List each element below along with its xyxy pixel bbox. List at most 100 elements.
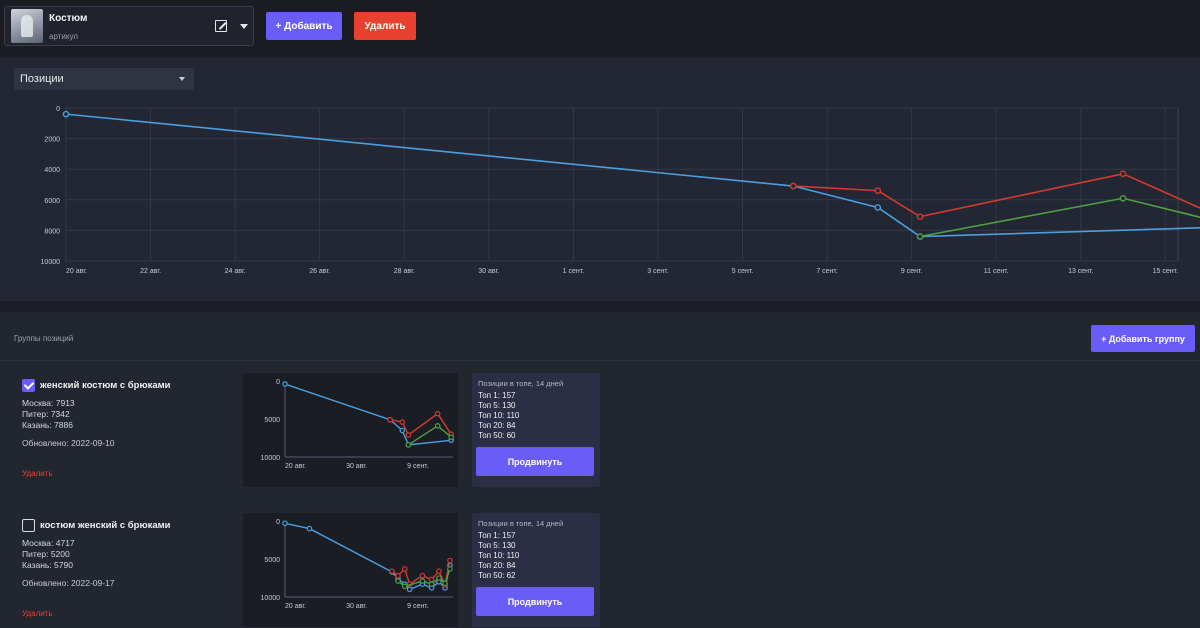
series-line [284,383,452,446]
promote-button[interactable]: Продвинуть [476,447,594,476]
series-line [65,113,1200,238]
data-point [434,423,441,429]
data-point [282,381,288,387]
data-point [1119,194,1127,202]
delete-button[interactable]: Удалить [354,12,416,40]
top-positions-line: Топ 10: 110 [478,551,520,560]
data-point [448,434,454,441]
data-point [436,568,442,574]
top-positions-line: Топ 1: 157 [478,391,516,400]
top-positions-box: Позиции в топе, 14 дней Топ 1: 157 Топ 5… [472,513,600,627]
group-mini-chart: 0 5000 10000 20 авг. 30 авг. 9 сент. [243,373,458,487]
data-point [916,213,924,220]
add-group-button[interactable]: + Добавить группу [1091,325,1195,352]
updated-date: Обновлено: 2022-09-17 [22,578,115,588]
x-tick-label: 26 авг. [309,268,330,275]
data-point [428,576,435,583]
stat-piter: Питер: 5200 [22,549,70,559]
product-subtitle: артикул [49,32,78,41]
x-tick-label: 11 сент. [984,268,1009,275]
x-tick-label: 5 сент. [732,268,754,275]
top-positions-line: Топ 20: 84 [478,421,516,430]
data-point [1119,170,1127,178]
x-tick-label: 30 авг. [346,603,367,610]
groups-title: Группы позиций [14,334,74,343]
edit-icon[interactable] [215,20,227,32]
x-tick-label: 15 сент. [1153,268,1178,275]
product-selector[interactable]: Костюм артикул [4,6,254,46]
chart-metric-select[interactable]: Позиции [14,68,194,90]
x-tick-label: 24 авг. [225,268,246,275]
delete-group-link[interactable]: Удалить [22,609,53,618]
add-button[interactable]: + Добавить [266,12,342,40]
x-tick-label: 30 авг. [478,268,499,275]
data-point [282,520,288,527]
y-tick-label: 0 [56,106,60,113]
y-tick-label: 2000 [44,137,60,144]
y-tick-label: 10000 [261,455,281,462]
data-point [389,568,395,574]
data-point [399,419,406,425]
top-positions-line: Топ 50: 62 [478,571,516,580]
x-tick-label: 20 авг. [66,268,87,275]
y-tick-label: 5000 [264,557,280,564]
data-point [419,578,426,584]
x-tick-label: 9 сент. [407,463,429,470]
x-tick-label: 30 авг. [346,463,367,470]
data-point [428,581,435,587]
x-tick-label: 20 авг. [285,463,306,470]
top-positions-line: Топ 10: 110 [478,411,520,420]
promote-button[interactable]: Продвинуть [476,587,594,616]
mini-line-chart: 0 5000 10000 20 авг. 30 авг. 9 сент. [261,519,453,610]
divider [0,360,1200,361]
y-tick-label: 8000 [44,228,60,235]
stat-kazan: Казань: 7886 [22,420,73,430]
x-tick-label: 9 сент. [407,603,429,610]
mini-line-chart: 0 5000 10000 20 авг. 30 авг. 9 сент. [261,379,454,470]
data-point [399,427,406,434]
data-point [387,416,393,423]
x-tick-label: 7 сент. [816,268,838,275]
stat-moscow: Москва: 7913 [22,398,75,408]
top-positions-line: Топ 50: 60 [478,431,516,440]
y-tick-label: 0 [276,379,280,386]
series-line [284,522,451,591]
data-point [401,583,408,590]
group-checkbox[interactable] [22,379,35,392]
top-positions-box: Позиции в топе, 14 дней Топ 1: 157 Топ 5… [472,373,600,487]
top-positions-line: Топ 5: 130 [478,401,516,410]
product-thumbnail [11,9,43,43]
data-point [447,566,453,572]
x-tick-label: 22 авг. [140,268,161,275]
data-point [434,410,441,417]
group-mini-chart: 0 5000 10000 20 авг. 30 авг. 9 сент. [243,513,458,627]
chevron-down-icon [179,77,185,81]
delete-group-link[interactable]: Удалить [22,469,53,478]
stat-moscow: Москва: 4717 [22,538,75,548]
data-point [401,566,408,572]
y-tick-label: 4000 [44,167,60,174]
data-point [306,525,313,532]
positions-chart-panel: Позиции 0 2000 4000 6000 8000 10000 20 авг. 22 … [0,58,1200,301]
product-name: Костюм [49,13,88,24]
updated-date: Обновлено: 2022-09-10 [22,438,115,448]
stat-kazan: Казань: 5790 [22,560,73,570]
data-point [436,575,442,581]
data-point [419,572,426,579]
top-bar: Костюм артикул + Добавить Удалить [0,0,1200,56]
top-positions-title: Позиции в топе, 14 дней [478,379,564,388]
top-positions-line: Топ 1: 157 [478,531,516,540]
y-tick-label: 10000 [261,595,281,602]
group-checkbox[interactable] [22,519,35,532]
series-line [389,412,452,437]
chart-metric-label: Позиции [20,73,64,85]
y-tick-label: 5000 [264,417,280,424]
chevron-down-icon[interactable] [240,24,248,29]
x-tick-label: 20 авг. [285,603,306,610]
groups-panel: Группы позиций + Добавить группу женский… [0,312,1200,628]
stat-piter: Питер: 7342 [22,409,70,419]
data-point [395,578,401,584]
y-tick-label: 6000 [44,198,60,205]
top-positions-title: Позиции в топе, 14 дней [478,519,564,528]
data-point [395,572,401,579]
